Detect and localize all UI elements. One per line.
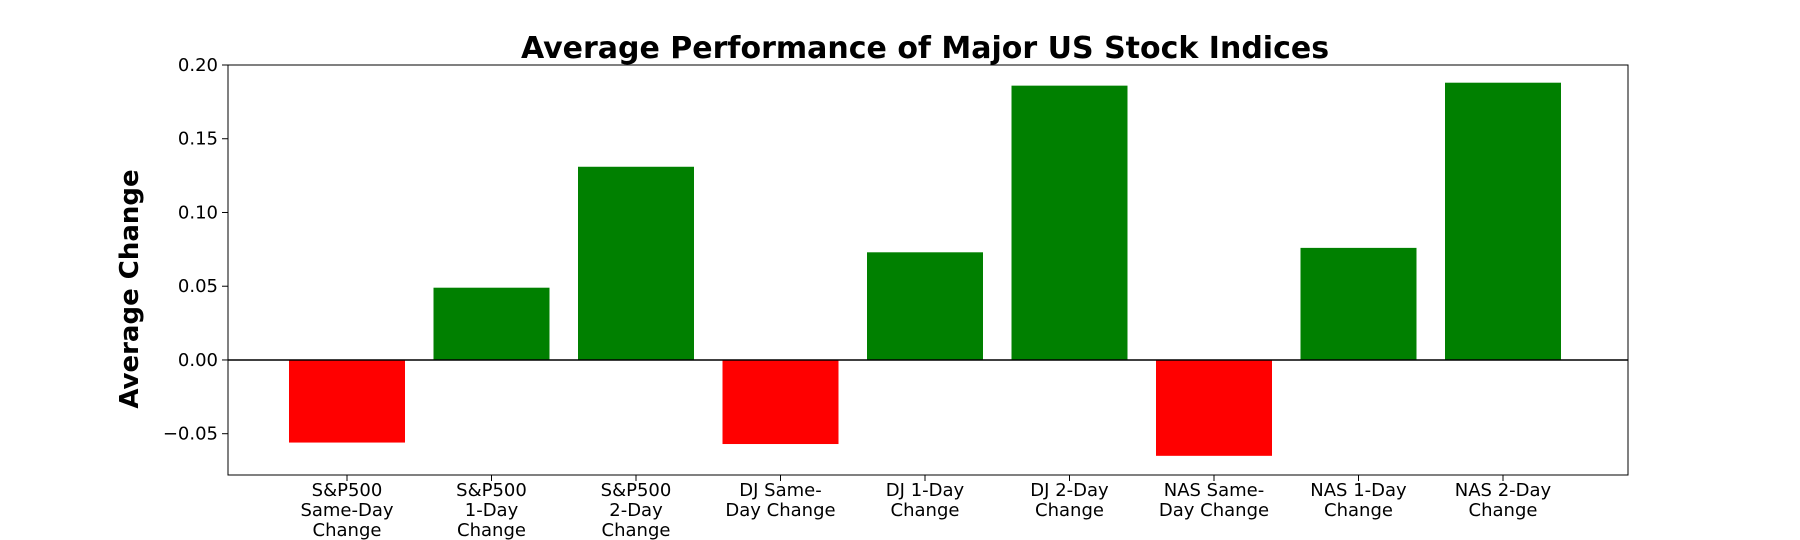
y-axis-label: Average Change bbox=[115, 169, 145, 408]
bar bbox=[1300, 247, 1417, 360]
x-tick-label: DJ Same-Day Change bbox=[725, 480, 835, 521]
chart-title: Average Performance of Major US Stock In… bbox=[521, 31, 1329, 66]
bar bbox=[1156, 359, 1272, 456]
x-tick-label: S&P500 Same-Day Change bbox=[300, 480, 393, 540]
y-axis: −0.05 0.00 0.05 0.10 0.15 0.20 bbox=[163, 55, 228, 445]
x-tick-label: NAS 1-Day Change bbox=[1310, 480, 1407, 521]
bars bbox=[289, 82, 1561, 456]
bar bbox=[867, 252, 983, 360]
plot-frame bbox=[227, 64, 1629, 476]
bar bbox=[722, 359, 839, 445]
x-tick-label: NAS Same-Day Change bbox=[1159, 480, 1269, 521]
x-tick-label: S&P500 1-Day Change bbox=[456, 480, 527, 540]
bar bbox=[578, 166, 694, 360]
bar bbox=[1011, 85, 1128, 360]
y-tick-label: 0.05 bbox=[178, 276, 218, 297]
y-tick-label: 0.00 bbox=[178, 350, 218, 371]
x-tick-label: DJ 2-Day Change bbox=[1030, 480, 1109, 521]
x-tick-label: NAS 2-Day Change bbox=[1455, 480, 1552, 521]
bar bbox=[289, 359, 405, 443]
x-tick-label: DJ 1-Day Change bbox=[886, 480, 965, 521]
bar bbox=[1445, 82, 1561, 360]
y-tick-label: 0.10 bbox=[178, 202, 218, 223]
x-tick-label: S&P500 2-Day Change bbox=[601, 480, 672, 540]
bar bbox=[433, 287, 550, 360]
x-axis: S&P500 Same-Day Change S&P500 1-Day Change S&P… bbox=[300, 475, 1552, 540]
y-tick-label: 0.20 bbox=[178, 55, 218, 76]
y-tick-label: −0.05 bbox=[163, 424, 218, 445]
y-tick-label: 0.15 bbox=[178, 129, 218, 150]
